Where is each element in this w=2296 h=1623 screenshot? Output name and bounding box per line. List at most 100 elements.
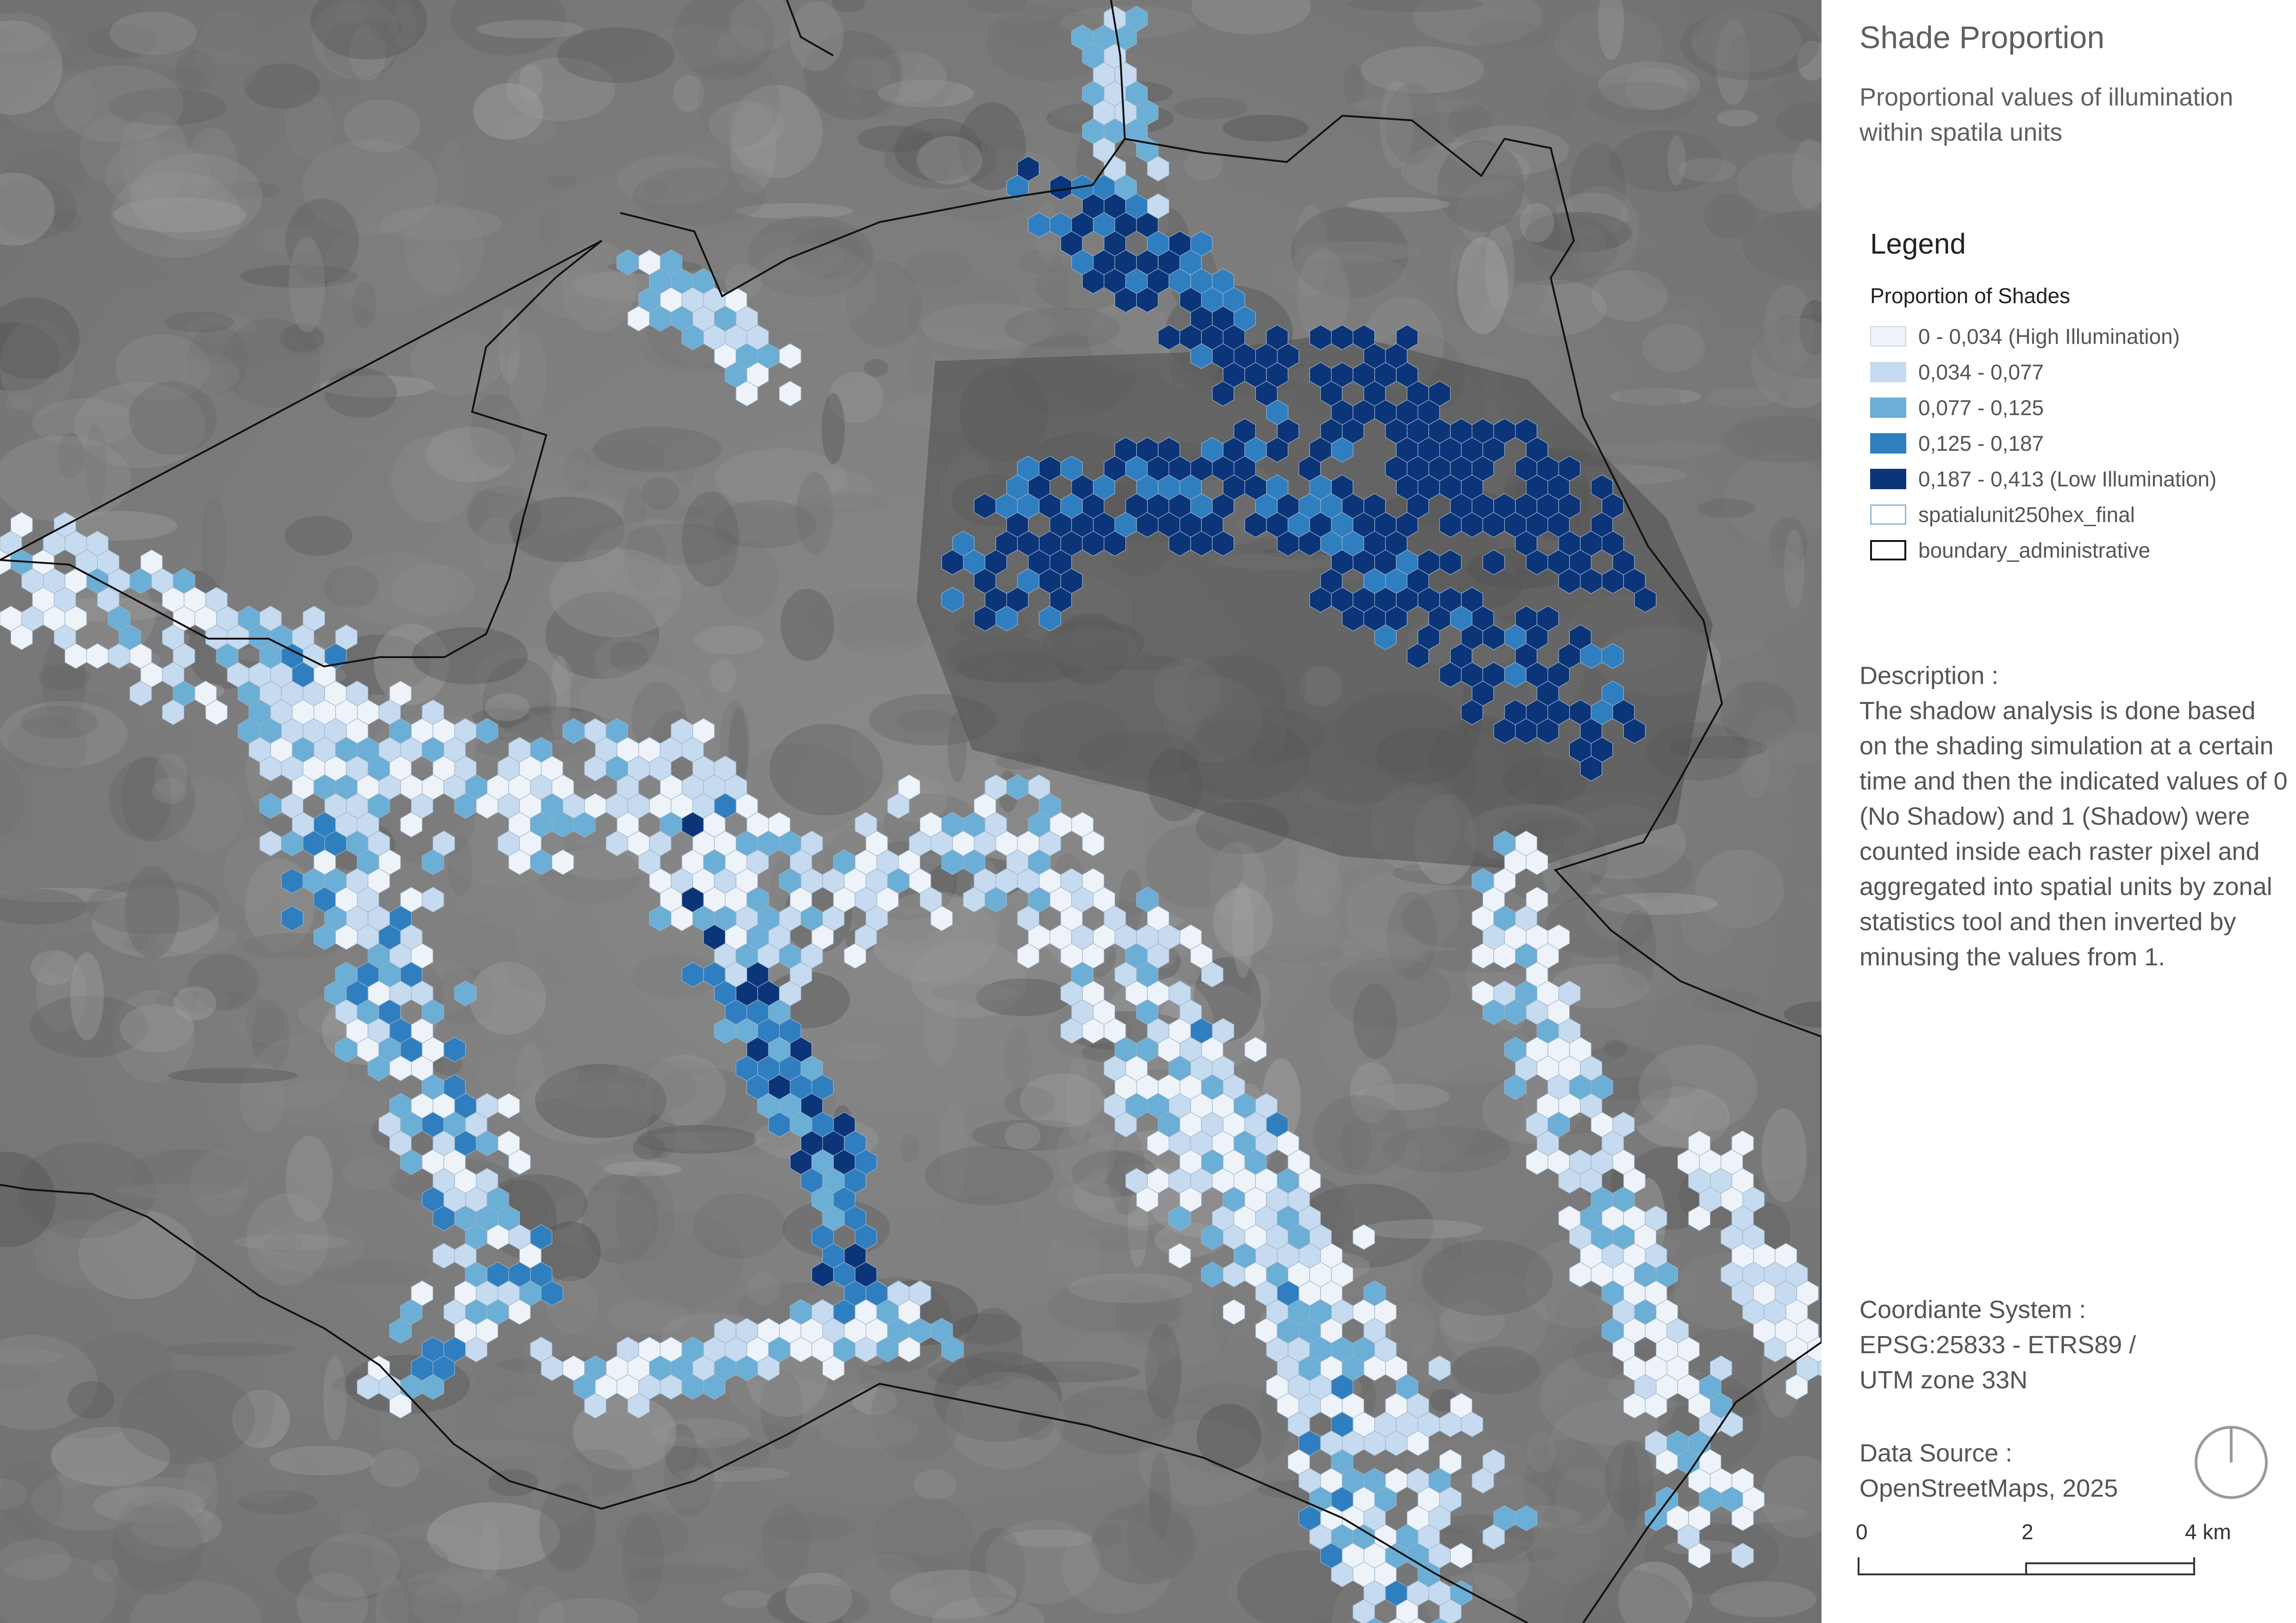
hexagon-cell[interactable] [681, 737, 704, 763]
hexagon-cell[interactable] [1201, 512, 1223, 538]
hexagon-cell[interactable] [378, 699, 401, 725]
hexagon-cell[interactable] [1353, 1524, 1375, 1550]
hexagon-cell[interactable] [0, 605, 22, 632]
hexagon-cell[interactable] [811, 1299, 834, 1325]
hexagon-cell[interactable] [1082, 868, 1104, 894]
hexagon-cell[interactable] [562, 718, 585, 744]
hexagon-cell[interactable] [1407, 493, 1429, 519]
hexagon-cell[interactable] [454, 718, 477, 744]
hexagon-cell[interactable] [1721, 1412, 1743, 1437]
hexagon-cell[interactable] [497, 1093, 520, 1119]
hexagon-cell[interactable] [476, 1205, 499, 1231]
hexagon-cell[interactable] [1623, 1393, 1646, 1419]
hexagon-cell[interactable] [1612, 699, 1635, 725]
hexagon-cell[interactable] [86, 568, 109, 594]
hexagon-cell[interactable] [1558, 568, 1581, 594]
hexagon-cell[interactable] [1168, 1243, 1191, 1269]
hexagon-cell[interactable] [1071, 812, 1094, 838]
hexagon-cell[interactable] [1244, 474, 1267, 500]
hexagon-cell[interactable] [422, 1037, 444, 1063]
hexagon-cell[interactable] [1168, 530, 1191, 557]
hexagon-cell[interactable] [1168, 493, 1191, 519]
hexagon-cell[interactable] [736, 305, 758, 332]
hexagon-cell[interactable] [551, 849, 574, 875]
hexagon-cell[interactable] [1082, 1018, 1104, 1044]
hexagon-cell[interactable] [1688, 1542, 1711, 1569]
hexagon-cell[interactable] [1363, 568, 1386, 594]
hexagon-cell[interactable] [1158, 924, 1180, 950]
hexagon-cell[interactable] [422, 737, 444, 763]
hexagon-cell[interactable] [1407, 1617, 1429, 1623]
hexagon-cell[interactable] [1287, 1449, 1310, 1475]
hexagon-cell[interactable] [1461, 1412, 1483, 1437]
hexagon-cell[interactable] [1634, 1224, 1657, 1250]
hexagon-cell[interactable] [1612, 1187, 1635, 1213]
hexagon-cell[interactable] [422, 887, 444, 913]
hexagon-cell[interactable] [400, 962, 423, 988]
hexagon-cell[interactable] [1364, 1617, 1385, 1623]
hexagon-cell[interactable] [313, 662, 336, 688]
hexagon-cell[interactable] [1580, 718, 1603, 744]
hexagon-cell[interactable] [368, 793, 390, 819]
hexagon-cell[interactable] [1504, 1074, 1527, 1100]
hexagon-cell[interactable] [1104, 530, 1126, 557]
hexagon-cell[interactable] [1320, 1430, 1343, 1456]
hexagon-grid-layer[interactable] [0, 6, 1822, 1623]
hexagon-cell[interactable] [313, 924, 336, 950]
hexagon-cell[interactable] [973, 793, 996, 819]
hexagon-cell[interactable] [1363, 1580, 1386, 1606]
hexagon-cell[interactable] [800, 830, 823, 857]
hexagon-cell[interactable] [1645, 1355, 1667, 1381]
hexagon-cell[interactable] [1212, 1130, 1235, 1157]
hexagon-cell[interactable] [443, 774, 466, 800]
hexagon-cell[interactable] [736, 380, 758, 407]
hexagon-cell[interactable] [162, 587, 185, 613]
hexagon-cell[interactable] [703, 849, 726, 875]
hexagon-cell[interactable] [779, 1318, 801, 1344]
hexagon-cell[interactable] [1482, 549, 1505, 575]
hexagon-cell[interactable] [422, 1374, 444, 1400]
hexagon-cell[interactable] [1190, 1055, 1213, 1082]
hexagon-cell[interactable] [1223, 287, 1245, 313]
hexagon-cell[interactable] [1136, 99, 1159, 125]
hexagon-cell[interactable] [162, 624, 185, 650]
hexagon-cell[interactable] [389, 1318, 412, 1344]
hexagon-cell[interactable] [1536, 1093, 1559, 1119]
hexagon-cell[interactable] [1515, 980, 1537, 1007]
hexagon-cell[interactable] [508, 849, 531, 875]
hexagon-cell[interactable] [779, 343, 801, 369]
hexagon-cell[interactable] [1147, 193, 1169, 219]
hexagon-cell[interactable] [1526, 1037, 1548, 1063]
hexagon-cell[interactable] [1807, 1337, 1822, 1362]
hexagon-cell[interactable] [237, 718, 260, 744]
hexagon-cell[interactable] [1147, 1093, 1169, 1119]
hexagon-cell[interactable] [1439, 1599, 1462, 1623]
hexagon-cell[interactable] [303, 830, 325, 857]
hexagon-cell[interactable] [1006, 774, 1029, 800]
hexagon-cell[interactable] [811, 1112, 834, 1138]
hexagon-cell[interactable] [1374, 399, 1397, 425]
hexagon-cell[interactable] [1515, 1505, 1537, 1531]
hexagon-cell[interactable] [1255, 380, 1278, 407]
hexagon-cell[interactable] [952, 530, 974, 557]
hexagon-cell[interactable] [389, 1055, 412, 1082]
hexagon-cell[interactable] [1244, 1149, 1267, 1175]
hexagon-cell[interactable] [1331, 1374, 1354, 1400]
hexagon-cell[interactable] [617, 737, 639, 763]
hexagon-cell[interactable] [1309, 512, 1332, 538]
hexagon-cell[interactable] [1223, 1074, 1245, 1100]
hexagon-cell[interactable] [422, 999, 444, 1025]
hexagon-cell[interactable] [1298, 1355, 1321, 1381]
hexagon-cell[interactable] [1547, 699, 1570, 725]
hexagon-cell[interactable] [1223, 1262, 1245, 1287]
hexagon-cell[interactable] [1417, 399, 1440, 425]
hexagon-cell[interactable] [1407, 1505, 1429, 1531]
hexagon-cell[interactable] [1526, 624, 1548, 650]
hexagon-cell[interactable] [1223, 362, 1245, 388]
hexagon-cell[interactable] [1796, 1280, 1819, 1306]
hexagon-cell[interactable] [1114, 174, 1137, 200]
hexagon-cell[interactable] [335, 1037, 358, 1063]
hexagon-cell[interactable] [617, 249, 639, 275]
hexagon-cell[interactable] [1612, 1337, 1635, 1362]
hexagon-cell[interactable] [508, 1149, 531, 1175]
